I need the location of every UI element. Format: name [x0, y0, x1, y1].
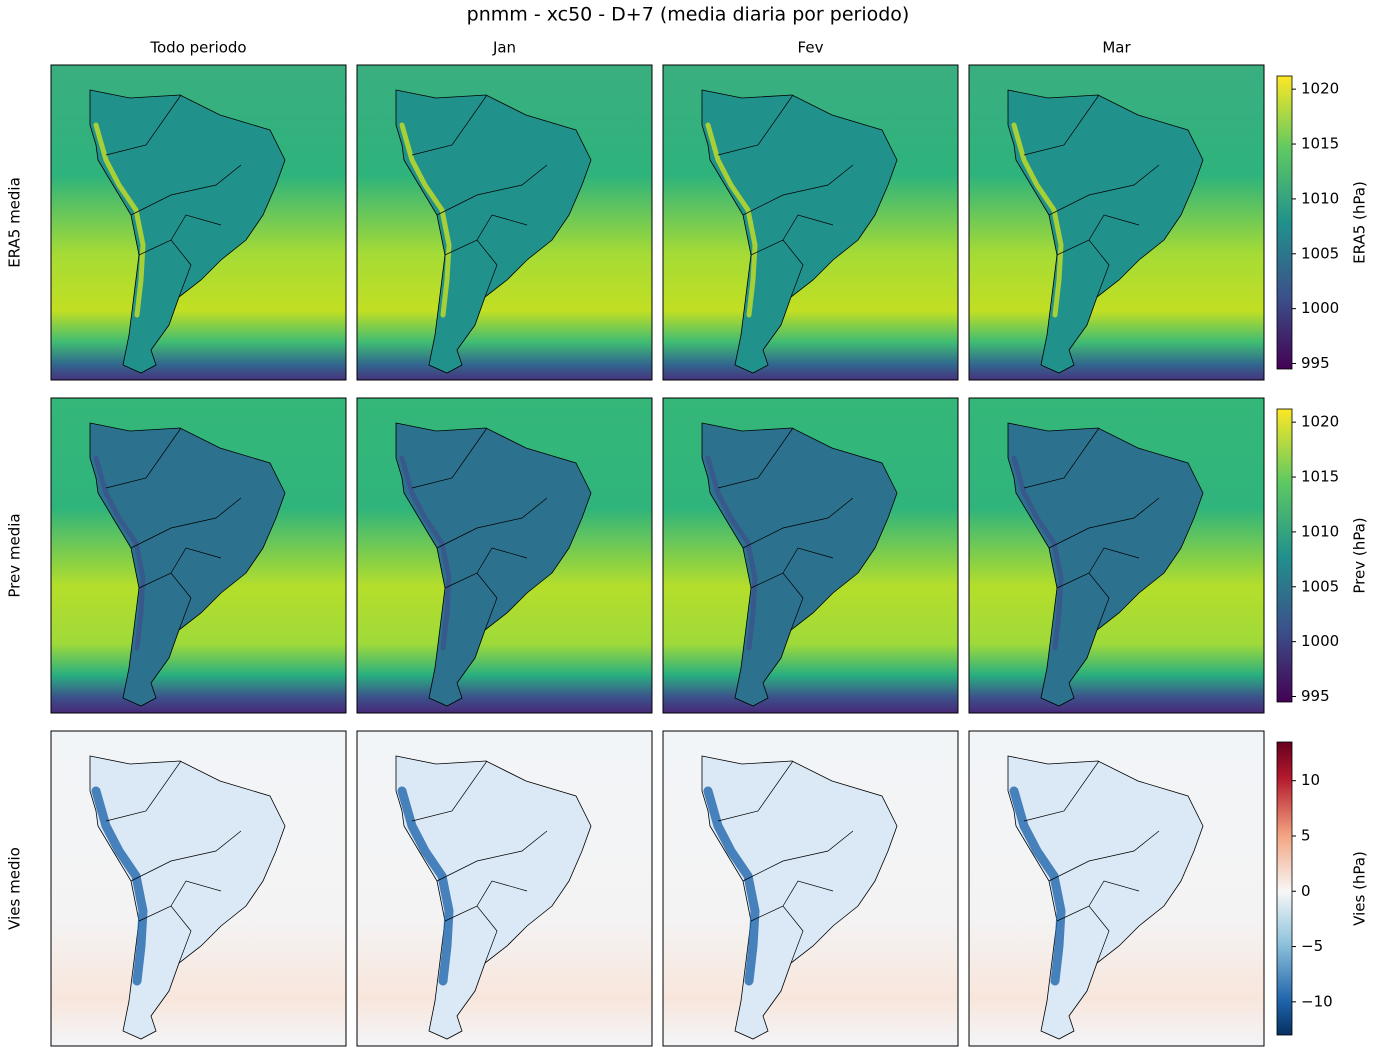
map-panel — [356, 64, 653, 381]
borders — [717, 760, 854, 964]
map-panel — [968, 730, 1265, 1047]
andes — [93, 122, 146, 318]
map-panel — [356, 397, 653, 714]
borders — [717, 427, 854, 631]
panel-frame — [662, 397, 959, 714]
column-title: Fev — [798, 39, 824, 57]
andes — [399, 455, 452, 651]
colorbar-label: ERA5 (hPa) — [1351, 181, 1369, 264]
borders — [411, 427, 548, 631]
column-title: Mar — [1102, 39, 1131, 57]
panel-frame — [968, 64, 1265, 381]
borders — [717, 94, 854, 298]
map-panel — [662, 64, 959, 381]
map-panel — [50, 64, 347, 381]
colorbar-tick-label: 1000 — [1301, 632, 1339, 650]
row-label: Prev media — [6, 513, 24, 597]
colorbar-label: Prev (hPa) — [1351, 517, 1369, 593]
map-panel — [356, 730, 653, 1047]
andes — [705, 455, 758, 651]
colorbar-tick-label: 1005 — [1301, 244, 1339, 262]
map-panel — [662, 397, 959, 714]
colorbar — [1276, 408, 1293, 703]
map-panel — [662, 730, 959, 1047]
map-panel — [968, 64, 1265, 381]
borders — [1023, 760, 1160, 964]
colorbar-tick-label: 1015 — [1301, 468, 1339, 486]
borders — [411, 94, 548, 298]
colorbar-tick-label: 1010 — [1301, 522, 1339, 540]
panel-frame — [662, 64, 959, 381]
andes — [397, 786, 454, 986]
borders — [105, 760, 242, 964]
colorbar-tick-label: 995 — [1301, 354, 1330, 372]
panel-frame — [356, 397, 653, 714]
panel-frame — [50, 397, 347, 714]
andes — [1009, 786, 1066, 986]
borders — [411, 760, 548, 964]
borders — [105, 427, 242, 631]
map-panel — [50, 397, 347, 714]
panel-frame — [968, 730, 1265, 1047]
colorbar — [1276, 741, 1293, 1036]
panel-frame — [662, 730, 959, 1047]
panel-frame — [50, 64, 347, 381]
panel-frame — [356, 730, 653, 1047]
row-label: ERA5 media — [6, 177, 24, 268]
colorbar-tick-label: −5 — [1301, 937, 1323, 955]
colorbar-tick-label: 1010 — [1301, 189, 1339, 207]
colorbar-tick-label: −10 — [1301, 992, 1333, 1010]
colorbar-label: Vies (hPa) — [1351, 851, 1369, 926]
borders — [1023, 427, 1160, 631]
colorbar-tick-label: 10 — [1301, 771, 1320, 789]
andes — [703, 786, 760, 986]
colorbar-tick-label: 1000 — [1301, 299, 1339, 317]
column-title: Todo periodo — [149, 39, 246, 57]
map-panel — [968, 397, 1265, 714]
figure-title: pnmm - xc50 - D+7 (media diaria por peri… — [467, 4, 910, 26]
map-panel — [50, 730, 347, 1047]
colorbar-tick-label: 1020 — [1301, 80, 1339, 98]
colorbar-tick-label: 5 — [1301, 826, 1311, 844]
andes — [93, 455, 146, 651]
colorbar-tick-label: 1005 — [1301, 577, 1339, 595]
panel-frame — [50, 730, 347, 1047]
borders — [1023, 94, 1160, 298]
colorbar-tick-label: 1015 — [1301, 135, 1339, 153]
column-title: Jan — [492, 39, 516, 57]
borders — [105, 94, 242, 298]
andes — [399, 122, 452, 318]
panel-frame — [968, 397, 1265, 714]
colorbar-tick-label: 1020 — [1301, 413, 1339, 431]
panel-frame — [356, 64, 653, 381]
colorbar-tick-label: 995 — [1301, 687, 1330, 705]
colorbar — [1276, 75, 1293, 370]
colorbar-tick-label: 0 — [1301, 882, 1311, 900]
andes — [1011, 455, 1064, 651]
andes — [91, 786, 148, 986]
andes — [705, 122, 758, 318]
row-label: Vies medio — [6, 847, 24, 930]
andes — [1011, 122, 1064, 318]
